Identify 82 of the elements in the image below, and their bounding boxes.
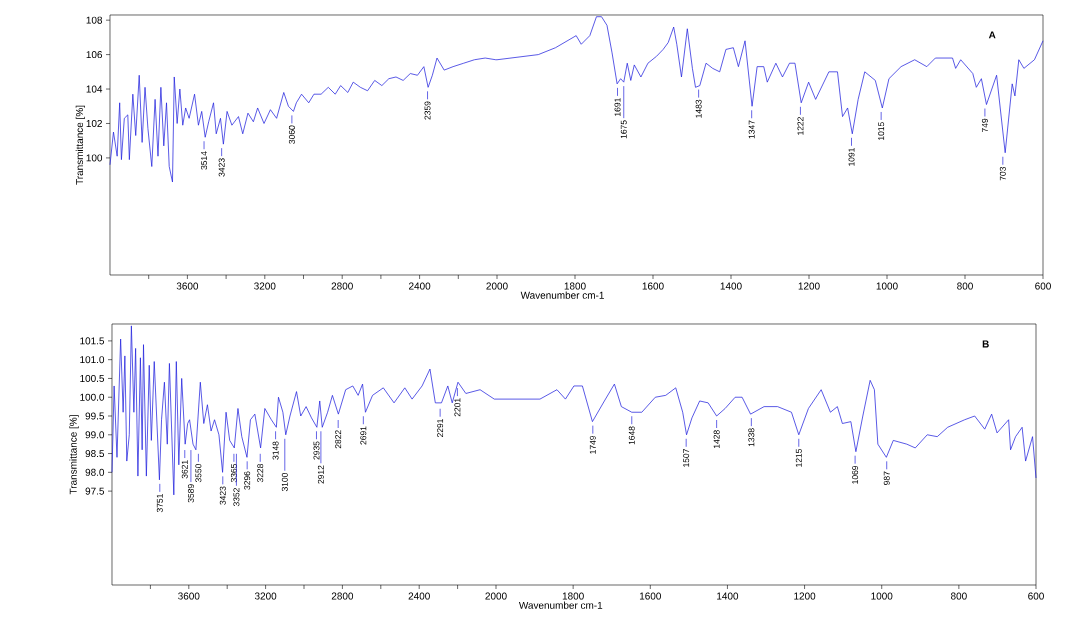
annotation: 3228	[257, 464, 264, 483]
annotation: 3148	[272, 441, 279, 460]
x-axis-title: Wavenumber cm-1	[520, 291, 604, 299]
y-tick-label: 104	[86, 85, 103, 93]
annotation: 703	[999, 166, 1006, 181]
annotation: 3296	[244, 471, 251, 490]
annotation: 3751	[156, 494, 163, 513]
annotation: 749	[981, 118, 988, 133]
x-tick-label: 3600	[176, 282, 199, 290]
annotation: 3589	[187, 484, 194, 503]
x-tick-label: 3200	[254, 282, 276, 290]
y-axis-title: Transmittance [%]	[75, 105, 86, 185]
annotation: 1069	[852, 465, 859, 484]
x-tick-label: 1600	[639, 592, 661, 600]
x-tick-label: 1400	[720, 282, 742, 290]
annotation: 1749	[589, 435, 596, 454]
annotation: 1338	[748, 428, 755, 447]
x-tick-label: 600	[1035, 282, 1051, 290]
x-tick-label: 3600	[178, 592, 200, 600]
y-tick-label: 108	[86, 16, 103, 24]
y-axis-title: Transmittance [%]	[69, 415, 79, 495]
y-tick-label: 101.5	[80, 337, 105, 345]
x-tick-label: 2800	[331, 282, 353, 290]
annotation: A	[988, 31, 996, 39]
annotation: 3423	[219, 486, 226, 505]
x-tick-label: 1000	[876, 282, 898, 290]
annotation: 1675	[620, 120, 627, 139]
annotation: 2201	[454, 398, 461, 417]
annotation: 2935	[313, 441, 320, 460]
y-tick-label: 98.5	[85, 450, 105, 458]
annotation: 3060	[288, 125, 295, 144]
y-tick-label: 100.0	[80, 393, 105, 401]
annotation: 3423	[218, 158, 225, 177]
annotation: B	[982, 340, 989, 348]
annotation: 2359	[424, 101, 431, 120]
x-tick-label: 1000	[871, 592, 893, 600]
x-tick-label: 2000	[485, 592, 507, 600]
x-tick-label: 3200	[254, 592, 277, 600]
y-tick-label: 99.0	[85, 431, 105, 439]
annotation: 2691	[360, 426, 367, 445]
annotation: 1691	[614, 98, 621, 116]
annotation: 1091	[848, 148, 855, 166]
x-tick-label: 2400	[408, 592, 430, 600]
annotation: 1015	[878, 122, 885, 141]
annotation: 1428	[713, 430, 720, 449]
annotation: 3550	[195, 463, 202, 483]
annotation: 3514	[201, 151, 208, 170]
annotation: 3621	[181, 460, 188, 479]
y-tick-label: 102	[86, 119, 102, 127]
y-tick-label: 101.0	[80, 356, 105, 364]
annotation: 987	[883, 471, 890, 485]
y-tick-label: 98.0	[85, 468, 105, 476]
annotation: 2912	[317, 465, 324, 484]
x-tick-label: 1200	[794, 592, 816, 600]
x-tick-label: 1400	[717, 592, 739, 600]
y-tick-label: 106	[86, 51, 103, 59]
annotation: 1215	[795, 448, 802, 467]
annotation: 1648	[628, 426, 635, 445]
x-tick-label: 2000	[486, 282, 508, 290]
x-tick-label: 1800	[564, 282, 586, 290]
y-tick-label: 99.5	[85, 412, 105, 420]
y-tick-label: 100	[86, 154, 103, 162]
x-tick-label: 800	[957, 282, 973, 290]
x-tick-label: 1200	[798, 282, 820, 290]
x-tick-label: 1600	[642, 282, 664, 290]
annotation: 1347	[748, 120, 755, 139]
annotation: 2822	[335, 430, 342, 449]
annotation: 1507	[683, 449, 690, 467]
annotation: 3365	[230, 464, 237, 483]
annotation: 2291	[437, 419, 444, 437]
y-tick-label: 97.5	[85, 487, 105, 495]
annotation: 1222	[797, 117, 804, 135]
y-tick-label: 100.5	[80, 374, 105, 382]
x-tick-label: 2800	[331, 592, 354, 600]
annotation: 3100	[281, 472, 288, 492]
annotation: 1483	[695, 99, 702, 118]
x-axis-title: Wavenumber cm-1	[518, 601, 603, 609]
annotation: 3352	[233, 488, 240, 507]
x-tick-label: 600	[1028, 592, 1044, 600]
x-tick-label: 1800	[562, 592, 584, 600]
x-tick-label: 2400	[409, 282, 431, 290]
x-tick-label: 800	[950, 592, 967, 600]
